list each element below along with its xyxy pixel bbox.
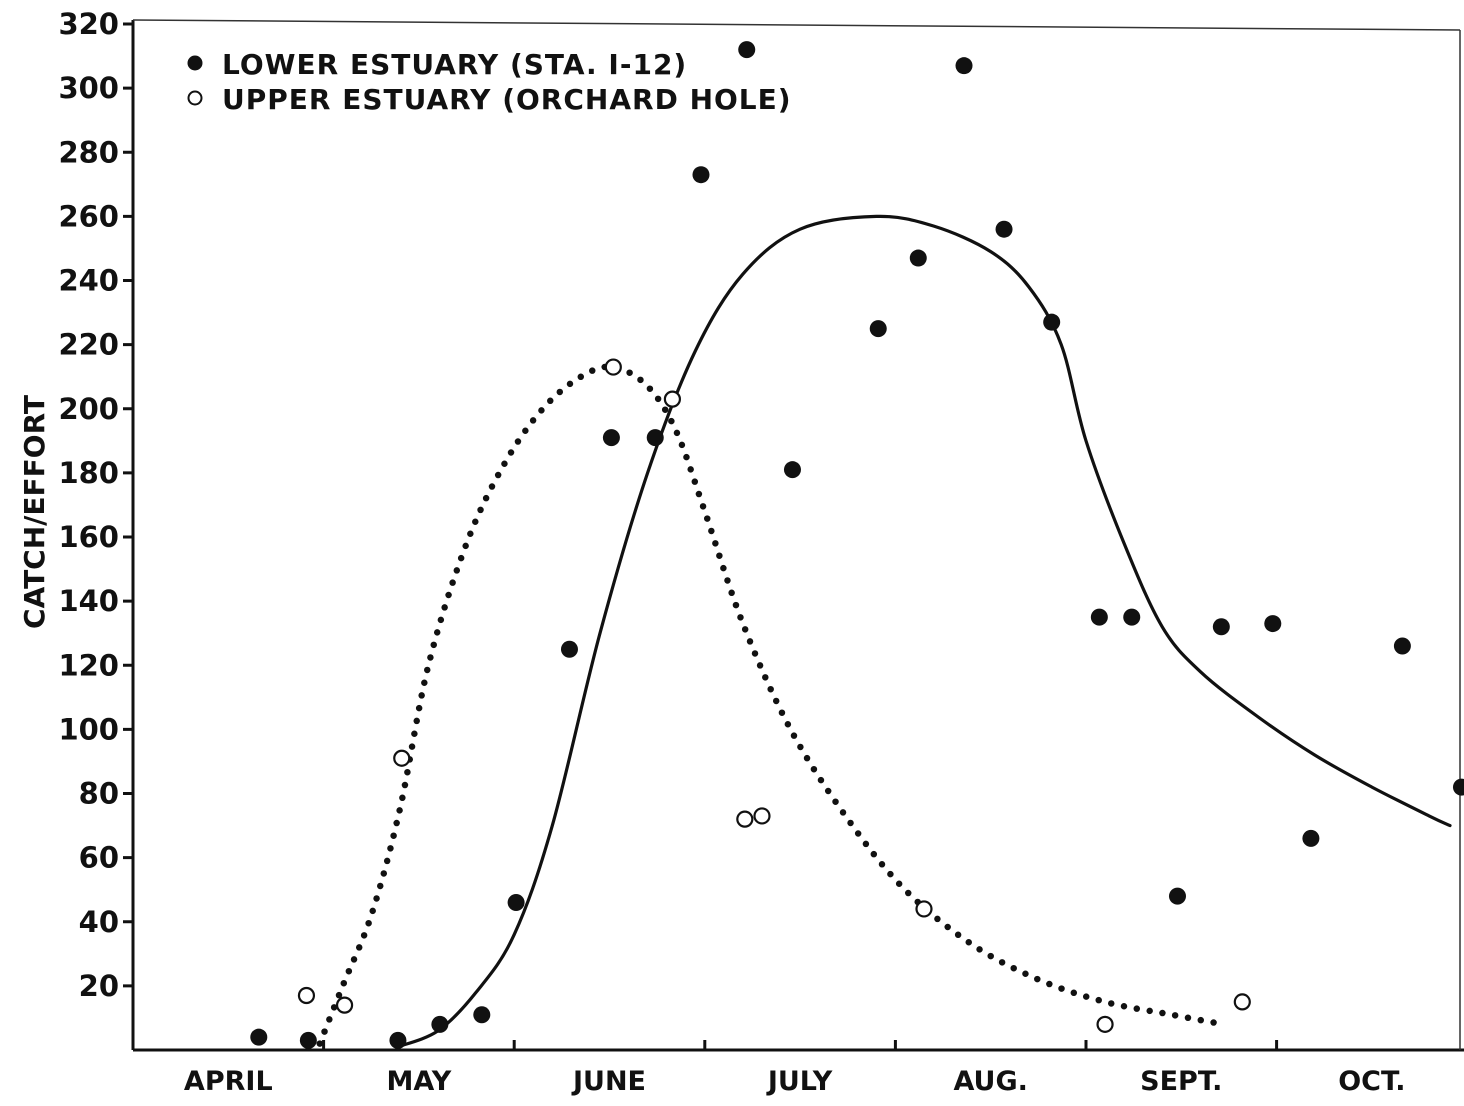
- lower-estuary-point: [473, 1006, 491, 1024]
- y-axis-title: CATCH/EFFORT: [18, 395, 51, 629]
- legend-filled-marker: [187, 55, 203, 71]
- upper-estuary-point: [736, 810, 754, 828]
- upper-estuary-point: [915, 900, 933, 918]
- lower-estuary-point: [955, 57, 973, 75]
- lower-estuary-point: [431, 1015, 449, 1033]
- legend: LOWER ESTUARY (STA. I-12)UPPER ESTUARY (…: [187, 48, 792, 116]
- upper-estuary-fit-curve: [316, 363, 1227, 1047]
- y-tick-label: 220: [58, 328, 119, 362]
- y-tick-label: 80: [79, 777, 119, 811]
- x-tick-label: JULY: [766, 1066, 833, 1097]
- y-tick-label: 180: [58, 456, 119, 490]
- upper-estuary-point: [663, 390, 681, 408]
- x-tick-label: APRIL: [184, 1066, 273, 1097]
- y-tick-label: 140: [58, 584, 119, 618]
- lower-estuary-point: [1393, 637, 1411, 655]
- y-tick-label: 20: [79, 969, 119, 1003]
- lower-estuary-point: [250, 1028, 268, 1046]
- lower-estuary-point: [909, 249, 927, 267]
- lower-estuary-point: [646, 429, 664, 447]
- x-tick-label: MAY: [387, 1066, 452, 1097]
- upper-estuary-point: [393, 749, 411, 767]
- legend-open-marker: [187, 90, 203, 106]
- fit-curves-layer: [316, 214, 1452, 1049]
- x-tick-label: AUG.: [953, 1066, 1027, 1097]
- lower-estuary-point: [783, 461, 801, 479]
- y-tick-label: 60: [79, 841, 119, 875]
- upper-estuary-point: [1233, 993, 1251, 1011]
- upper-estuary-point: [1096, 1015, 1114, 1033]
- lower-estuary-point: [560, 640, 578, 658]
- y-tick-label: 320: [58, 7, 119, 41]
- upper-estuary-point: [604, 358, 622, 376]
- lower-estuary-point: [602, 429, 620, 447]
- top-border-line: [132, 19, 1461, 31]
- x-tick-label: OCT.: [1338, 1066, 1405, 1097]
- axes-layer: 20 40 60 80 100 120 140 160 180 200 220 240 260 280 30…: [58, 7, 1464, 1097]
- x-tick-label: JUNE: [571, 1066, 646, 1097]
- upper-estuary-point: [297, 986, 316, 1005]
- lower-estuary-point: [1090, 608, 1108, 626]
- upper-estuary-point: [335, 996, 354, 1014]
- lower-estuary-point: [869, 320, 887, 338]
- y-tick-label: 260: [58, 199, 119, 233]
- y-tick-label: 120: [58, 648, 119, 682]
- points-layer: [250, 41, 1464, 1049]
- lower-estuary-point: [738, 41, 756, 59]
- y-tick-label: 160: [58, 520, 119, 554]
- y-tick-label: 200: [58, 392, 119, 426]
- lower-estuary-fit-curve: [396, 214, 1452, 1049]
- lower-estuary-point: [1264, 615, 1282, 633]
- upper-estuary-point: [753, 807, 771, 825]
- lower-estuary-point: [1452, 778, 1464, 796]
- y-tick-label: 100: [58, 712, 119, 746]
- lower-estuary-point: [507, 894, 525, 912]
- y-tick-label: 300: [58, 71, 119, 105]
- x-tick-label: SEPT.: [1140, 1066, 1222, 1097]
- y-tick-label: 280: [58, 135, 119, 169]
- lower-estuary-point: [1168, 887, 1186, 905]
- legend-label-upper-estuary: UPPER ESTUARY (ORCHARD HOLE): [222, 83, 792, 116]
- lower-estuary-point: [1212, 618, 1230, 636]
- lower-estuary-point: [389, 1031, 407, 1049]
- lower-estuary-point: [1043, 313, 1061, 331]
- lower-estuary-point: [1302, 829, 1320, 847]
- legend-label-lower-estuary: LOWER ESTUARY (STA. I-12): [222, 48, 687, 81]
- lower-estuary-point: [995, 220, 1013, 238]
- lower-estuary-point: [692, 166, 710, 184]
- lower-estuary-point: [299, 1031, 317, 1049]
- lower-estuary-point: [1123, 608, 1141, 626]
- y-tick-label: 240: [58, 264, 119, 298]
- y-tick-label: 40: [79, 905, 119, 939]
